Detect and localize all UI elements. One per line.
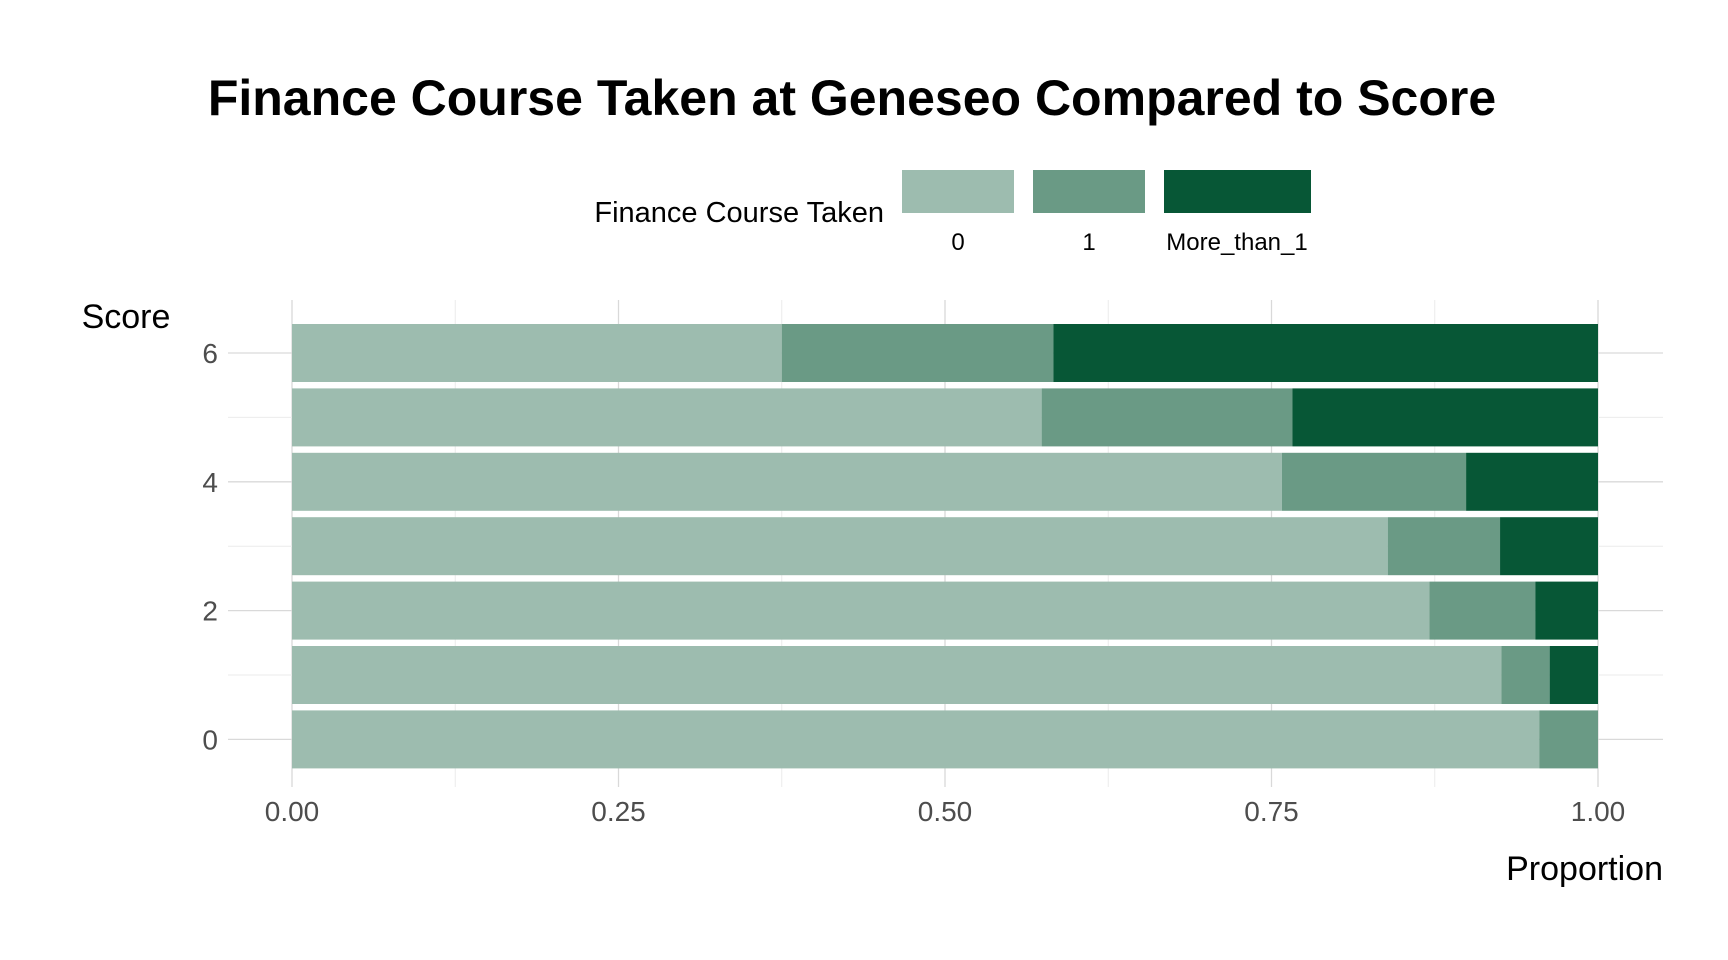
legend-label-More_than_1: More_than_1 (1166, 229, 1307, 256)
bar-score-1-More_than_1 (1549, 646, 1598, 704)
bar-score-6-0 (292, 324, 782, 382)
y-tick-label: 4 (202, 467, 218, 498)
x-tick-label: 1.00 (1571, 796, 1626, 827)
bar-score-5-More_than_1 (1292, 388, 1598, 447)
x-axis-title: Proportion (1506, 850, 1663, 888)
legend-title: Finance Course Taken (594, 197, 884, 229)
bars (292, 324, 1598, 769)
bar-score-4-More_than_1 (1466, 452, 1598, 511)
bar-score-3-0 (292, 517, 1388, 576)
y-tick-label: 6 (202, 338, 218, 369)
bar-score-3-1 (1387, 517, 1501, 576)
legend-label-1: 1 (1082, 229, 1095, 256)
bar-score-6-More_than_1 (1053, 324, 1598, 382)
bar-score-5-0 (292, 388, 1042, 447)
bar-score-3-More_than_1 (1500, 517, 1598, 576)
legend: Finance Course Taken 0 1 More_than_1 (594, 170, 1311, 256)
tick-labels: 0.00 0.25 0.50 0.75 1.00 0 2 4 6 (202, 338, 1625, 827)
x-tick-label: 0.75 (1244, 796, 1299, 827)
bar-score-5-1 (1041, 388, 1293, 447)
x-tick-label: 0.00 (265, 796, 320, 827)
chart-title: Finance Course Taken at Geneseo Compared… (208, 70, 1496, 126)
bar-score-6-1 (781, 324, 1054, 382)
y-tick-label: 2 (202, 596, 218, 627)
bar-score-0-1 (1539, 710, 1598, 769)
x-tick-label: 0.50 (918, 796, 973, 827)
bar-score-2-1 (1429, 581, 1536, 640)
bar-score-1-1 (1501, 646, 1550, 704)
legend-key-More_than_1 (1164, 170, 1311, 213)
bar-score-2-0 (292, 581, 1430, 640)
bar-score-4-0 (292, 452, 1282, 511)
bar-score-4-1 (1281, 452, 1467, 511)
legend-label-0: 0 (951, 229, 964, 256)
legend-key-0 (902, 170, 1014, 213)
bar-score-2-More_than_1 (1535, 581, 1598, 640)
y-tick-label: 0 (202, 724, 218, 755)
legend-key-1 (1033, 170, 1145, 213)
bar-score-1-0 (292, 646, 1502, 704)
y-axis-title: Score (82, 298, 171, 336)
x-tick-label: 0.25 (591, 796, 646, 827)
bar-score-0-0 (292, 710, 1540, 769)
